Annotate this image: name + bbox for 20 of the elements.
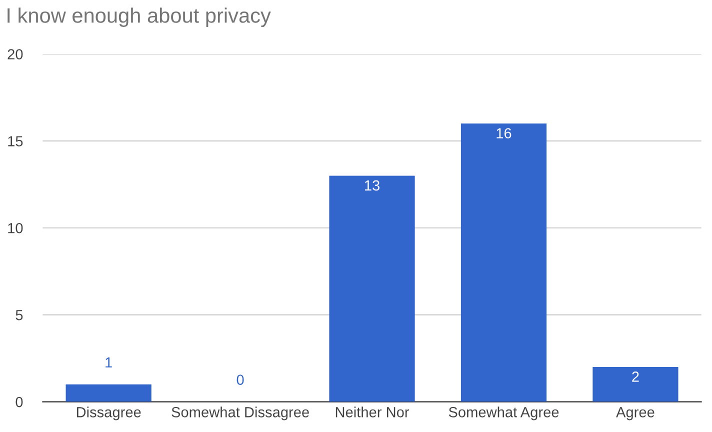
x-tick-label: Neither Nor: [336, 406, 410, 418]
bar: [460, 124, 547, 402]
data-label: 1: [106, 357, 112, 368]
bar: [66, 384, 152, 402]
data-label: 13: [365, 180, 380, 191]
chart-title: I know enough about privacy: [8, 8, 271, 27]
x-tick-label: Somewhat Agree: [448, 406, 559, 420]
x-tick-label: Somewhat Dissagree: [172, 406, 309, 420]
data-label: 2: [632, 372, 639, 382]
x-tick-label: Dissagree: [76, 406, 141, 420]
x-tick-label: Agree: [616, 407, 654, 420]
bar: [329, 176, 415, 402]
data-label: 16: [496, 128, 512, 138]
y-tick-label: 5: [16, 310, 23, 320]
y-tick-label: 0: [16, 396, 23, 408]
bar: [592, 366, 678, 402]
y-tick-label: 10: [8, 222, 23, 234]
y-tick-label: 15: [8, 136, 23, 146]
data-label: 0: [236, 374, 244, 385]
y-tick-label: 20: [8, 49, 23, 60]
